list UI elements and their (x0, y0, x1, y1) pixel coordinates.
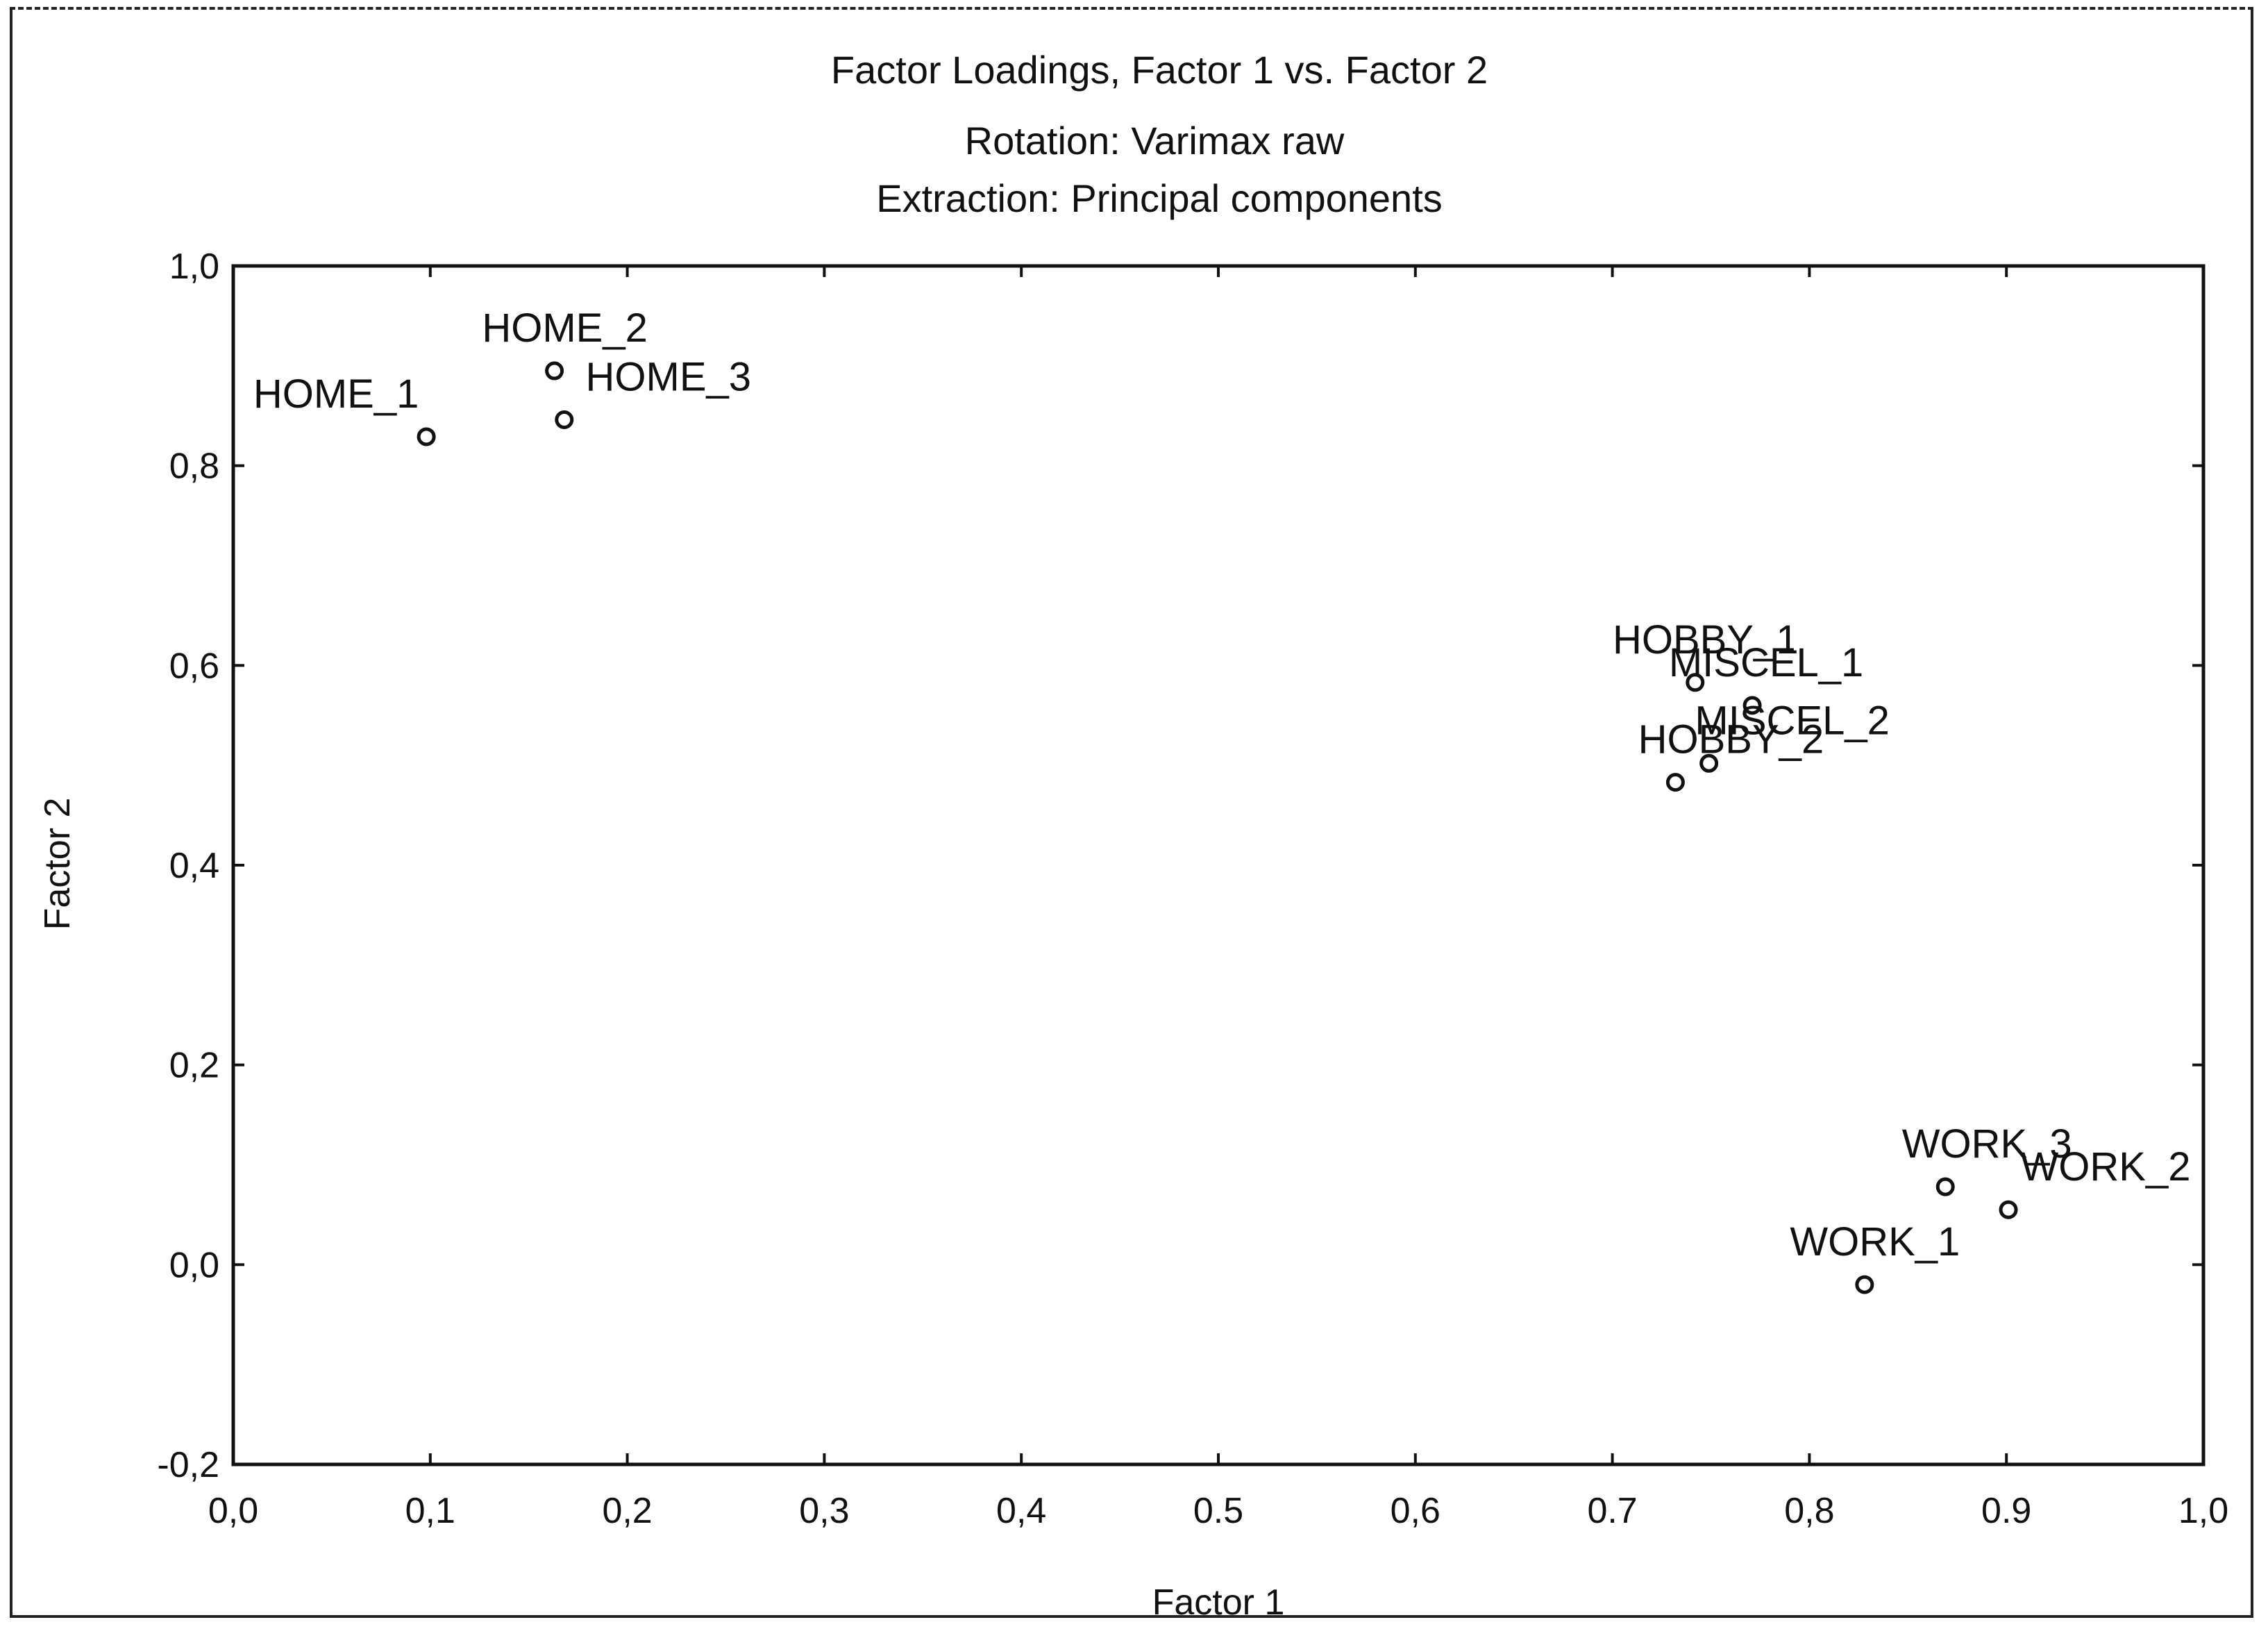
x-tick-label: 0,6 (1391, 1491, 1440, 1531)
point-label-home-2: HOME_2 (482, 306, 648, 351)
chart-subtitle-extraction: Extraction: Principal components (876, 176, 1443, 220)
y-tick-label: 0,8 (169, 446, 219, 487)
x-tick-label: 0,0 (208, 1491, 258, 1531)
point-home-1 (417, 427, 436, 446)
point-work-2 (1999, 1200, 2018, 1219)
x-tick-label: 0,2 (602, 1491, 652, 1531)
plot-area (231, 264, 2206, 1466)
chart-frame (10, 7, 2253, 1618)
y-tick-label: 0,6 (169, 646, 219, 686)
x-tick-label: 0,4 (996, 1491, 1046, 1531)
point-label-work-3: WORK_3 (1902, 1121, 2072, 1167)
point-label-home-3: HOME_3 (586, 355, 752, 400)
y-axis-label: Factor 2 (37, 798, 78, 930)
y-tick-label: 0,2 (169, 1046, 219, 1086)
point-label-hobby-1: HOBBY_1 (1613, 617, 1799, 662)
y-tick-label: 1,0 (169, 246, 219, 287)
point-home-3 (555, 410, 574, 430)
y-tick-label: 0,4 (169, 846, 219, 886)
y-tick-label: 0,0 (169, 1245, 219, 1285)
point-label-home-1: HOME_1 (253, 371, 419, 417)
x-tick-label: 1,0 (2178, 1491, 2228, 1531)
x-tick-label: 0.9 (1981, 1491, 2031, 1531)
point-miscel-2 (1699, 753, 1719, 773)
data-points (417, 361, 2018, 1294)
x-tick-label: 0,3 (799, 1491, 849, 1531)
chart-subtitle-rotation: Rotation: Varimax raw (965, 119, 1345, 162)
point-label-work-2: WORK_2 (2021, 1144, 2191, 1189)
x-tick-label: 0,8 (1784, 1491, 1834, 1531)
point-miscel-1 (1742, 696, 1762, 715)
point-work-3 (1935, 1177, 1955, 1196)
point-work-1 (1855, 1275, 1874, 1294)
x-axis-label: Factor 1 (1152, 1582, 1285, 1623)
x-tick-label: 0,1 (405, 1491, 455, 1531)
x-tick-label: 0.7 (1587, 1491, 1637, 1531)
point-hobby-1 (1686, 673, 1705, 692)
x-axis-ticks: 0,0 0,1 0,2 0,3 0,4 0.5 0,6 0.7 0,8 0.9 1,0 (208, 266, 2228, 1531)
point-home-2 (545, 361, 564, 381)
point-label-miscel-1: MISCEL_1 (1669, 640, 1863, 685)
point-label-hobby-2: HOBBY_2 (1638, 717, 1824, 762)
chart-title: Factor Loadings, Factor 1 vs. Factor 2 (831, 48, 1488, 92)
x-tick-label: 0.5 (1193, 1491, 1243, 1531)
point-label-work-1: WORK_1 (1790, 1219, 1960, 1264)
point-hobby-2 (1665, 773, 1685, 792)
y-tick-label: -0,2 (157, 1445, 219, 1485)
point-label-miscel-2: MISCEL_2 (1695, 698, 1889, 743)
y-axis-ticks: 1,0 0,8 0,6 0,4 0,2 0,0 -0,2 (157, 246, 2203, 1485)
